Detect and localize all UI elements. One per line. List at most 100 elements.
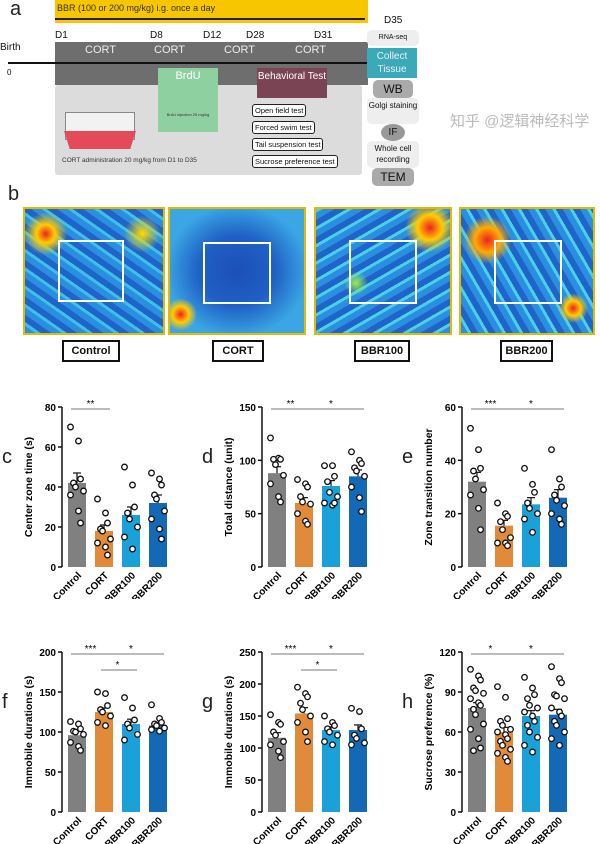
significance-marker: * (529, 644, 533, 655)
data-point (507, 745, 514, 753)
y-axis-label: Immobile durations (s) (23, 676, 35, 789)
data-point (470, 467, 477, 475)
data-point (321, 499, 328, 507)
data-point (99, 708, 106, 716)
data-point (148, 726, 155, 734)
data-point (156, 727, 163, 735)
test-item: Forced swim test (252, 121, 315, 134)
data-point (329, 741, 336, 749)
cage-base (64, 131, 136, 149)
data-point (102, 543, 109, 551)
zero-label: 0 (7, 68, 12, 77)
timeline-axis (8, 62, 368, 64)
data-point (129, 481, 136, 489)
data-point (361, 739, 368, 747)
data-point (77, 519, 84, 527)
y-tick-label: 30 (445, 768, 457, 779)
data-point (280, 471, 287, 479)
data-point (294, 510, 301, 518)
data-point (521, 673, 528, 681)
data-point (356, 708, 363, 715)
data-point (275, 747, 282, 755)
data-point (504, 735, 511, 743)
data-point (121, 694, 128, 702)
data-point (331, 472, 338, 480)
data-point (558, 483, 565, 491)
y-tick-label: 60 (45, 443, 57, 454)
data-point (356, 494, 363, 502)
y-tick-label: 50 (245, 776, 257, 787)
data-point (102, 509, 109, 517)
data-point (94, 539, 101, 547)
data-point (475, 446, 482, 454)
data-point (548, 510, 555, 518)
data-point (126, 515, 133, 523)
data-point (553, 496, 560, 504)
y-axis-label: Total distance (unit) (223, 438, 235, 537)
y-tick-label: 120 (439, 648, 456, 659)
data-point (521, 515, 528, 523)
heatmap-control (23, 207, 165, 335)
data-point (329, 462, 336, 470)
x-tick-label: Control (251, 570, 284, 599)
data-point (521, 708, 528, 716)
x-tick-label: Control (451, 570, 484, 599)
data-point (131, 716, 138, 724)
significance-marker: * (529, 399, 533, 410)
data-point (556, 741, 563, 749)
data-point (467, 491, 474, 499)
bbr-treatment-bar: BBR (100 or 200 mg/kg) i.g. once a day (55, 0, 368, 23)
data-point (477, 464, 484, 472)
data-point (531, 691, 538, 699)
data-point (161, 507, 168, 515)
data-point (499, 526, 506, 534)
data-point (94, 688, 101, 696)
data-point (521, 741, 528, 749)
test-item: Tail suspension test (252, 138, 324, 151)
data-point (72, 483, 79, 491)
data-point (321, 738, 328, 746)
data-point (348, 704, 355, 712)
data-point (548, 663, 555, 671)
data-point (467, 665, 474, 673)
data-point (77, 725, 84, 733)
data-point (480, 486, 487, 494)
x-tick-label: Control (251, 815, 284, 844)
data-point (267, 711, 274, 719)
data-point (556, 475, 563, 483)
y-axis-label: Immobile durations (s) (223, 676, 235, 789)
data-point (80, 487, 87, 495)
significance-marker: * (329, 399, 333, 410)
bar-BBR100 (122, 724, 140, 812)
data-point (67, 738, 74, 746)
y-tick-label: 90 (445, 688, 457, 699)
data-point (502, 693, 509, 701)
data-point (353, 734, 360, 742)
data-point (504, 542, 511, 550)
data-point (529, 748, 536, 756)
chart-h: h Sucrose preference (%) 0 30 60 90 120 Control… (402, 644, 568, 844)
panel-letter: g (202, 691, 213, 713)
data-point (334, 493, 341, 501)
data-point (534, 733, 541, 741)
y-axis-label: Center zone time (s) (23, 437, 35, 537)
data-point (553, 721, 560, 729)
y-tick-label: 250 (239, 648, 256, 659)
data-point (529, 480, 536, 488)
data-point (477, 744, 484, 752)
rna-seq-label: RNA-seq (367, 30, 419, 46)
data-point (534, 704, 541, 712)
y-tick-label: 20 (445, 510, 457, 521)
data-point (558, 679, 565, 687)
cort-label: CORT (224, 44, 255, 56)
collect-tissue-box: Collect Tissue (367, 48, 417, 78)
data-point (494, 539, 501, 547)
wb-label: WB (373, 80, 413, 98)
data-point (307, 500, 314, 508)
y-tick-label: 100 (239, 744, 256, 755)
data-point (531, 717, 538, 725)
data-point (358, 508, 365, 515)
